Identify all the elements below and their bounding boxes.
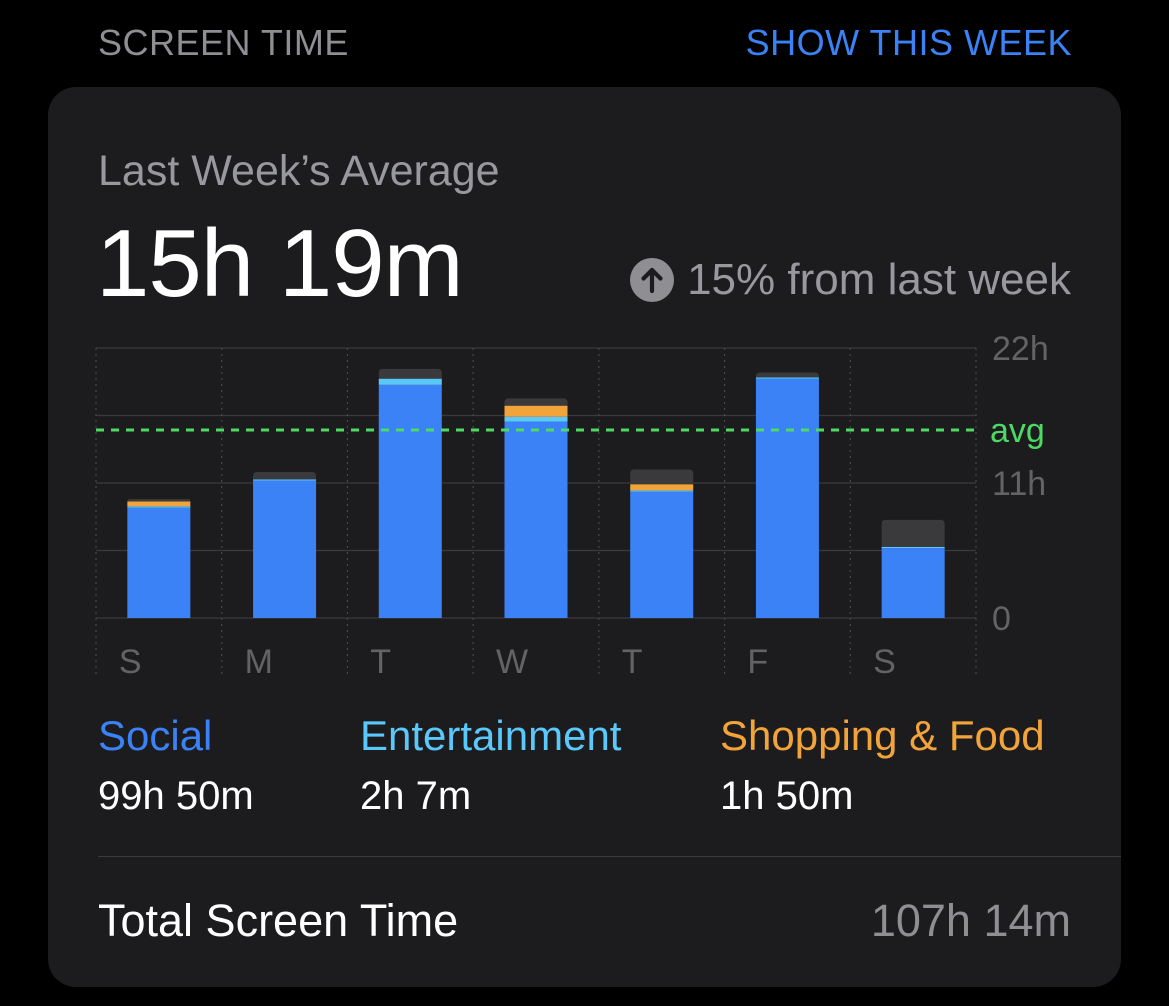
- total-label: Total Screen Time: [98, 895, 459, 946]
- average-line-label: avg: [990, 412, 1045, 450]
- bar-segment-entertainment: [881, 546, 945, 549]
- y-tick-label: 22h: [992, 330, 1049, 368]
- x-tick-label: S: [873, 643, 896, 681]
- section-header: SCREEN TIME SHOW THIS WEEK: [0, 0, 1169, 86]
- y-tick-label: 11h: [992, 465, 1046, 503]
- bar-segment-social: [755, 378, 819, 618]
- screen-time-card[interactable]: Last Week’s Average 15h 19m 15% from las…: [48, 87, 1121, 987]
- show-this-week-link[interactable]: SHOW THIS WEEK: [745, 22, 1072, 63]
- bar-segment-entertainment: [755, 377, 819, 379]
- bar-segment-social: [253, 480, 317, 618]
- bar-segment-other: [881, 519, 945, 547]
- weekly-change: 15% from last week: [629, 255, 1071, 305]
- category-value: 2h 7m: [360, 774, 472, 818]
- bar-segment-entertainment: [127, 506, 191, 508]
- category-name: Social: [98, 712, 213, 759]
- total-value: 107h 14m: [870, 895, 1071, 946]
- category-social[interactable]: Social 99h 50m: [98, 712, 254, 819]
- bar-segment-entertainment: [630, 490, 694, 492]
- category-value: 99h 50m: [98, 774, 254, 818]
- bar-segment-social: [504, 421, 568, 618]
- bar-segment-shopping-food: [127, 501, 191, 507]
- x-tick-label: T: [622, 643, 643, 681]
- bar-segment-other: [755, 372, 819, 378]
- section-title: SCREEN TIME: [98, 22, 349, 63]
- category-entertainment[interactable]: Entertainment 2h 7m: [360, 712, 621, 819]
- change-text: 15% from last week: [687, 255, 1071, 304]
- bar-segment-other: [504, 398, 568, 406]
- bar-segment-entertainment: [253, 479, 317, 481]
- divider: [98, 856, 1121, 857]
- bar-segment-social: [881, 548, 945, 618]
- average-label: Last Week’s Average: [98, 147, 500, 195]
- bar-segment-social: [378, 384, 442, 618]
- average-value: 15h 19m: [96, 210, 464, 317]
- total-screen-time-row[interactable]: Total Screen Time 107h 14m: [98, 895, 1071, 955]
- bar-segment-other: [253, 471, 317, 480]
- category-name: Shopping & Food: [720, 712, 1045, 759]
- bar-segment-other: [378, 368, 442, 379]
- bar-segment-shopping-food: [504, 405, 568, 417]
- bar-segment-other: [630, 469, 694, 485]
- bar-segment-shopping-food: [630, 484, 694, 491]
- y-tick-label: 0: [992, 600, 1011, 638]
- bar-segment-other: [127, 498, 191, 502]
- x-tick-label: S: [119, 643, 142, 681]
- x-tick-label: T: [370, 643, 391, 681]
- bar-segment-social: [127, 507, 191, 618]
- x-tick-label: W: [496, 643, 528, 681]
- arrow-up-circle-icon: [630, 258, 675, 302]
- bar-segment-social: [630, 491, 694, 618]
- category-shopping-food[interactable]: Shopping & Food 1h 50m: [720, 712, 1045, 819]
- x-tick-label: F: [747, 643, 768, 681]
- category-value: 1h 50m: [720, 774, 854, 818]
- category-name: Entertainment: [360, 712, 622, 759]
- bar-segment-entertainment: [504, 416, 568, 422]
- x-tick-label: M: [245, 643, 273, 681]
- bar-segment-entertainment: [378, 378, 442, 385]
